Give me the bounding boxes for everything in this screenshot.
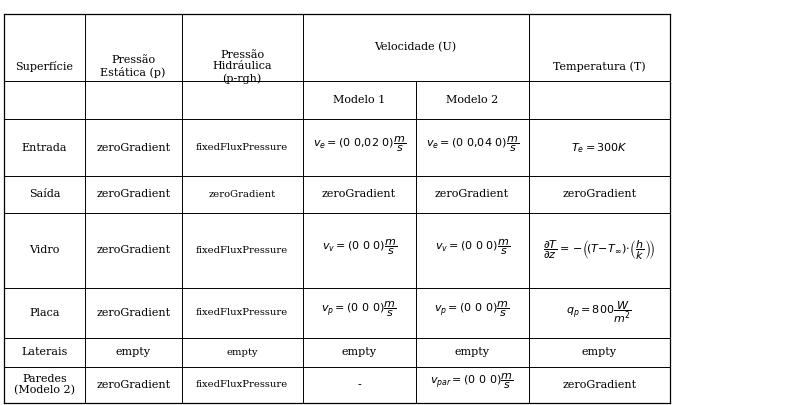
Text: $v_v=(0\ 0\ 0)\dfrac{m}{s}$: $v_v=(0\ 0\ 0)\dfrac{m}{s}$ [434,237,510,257]
Text: $v_e=(0\ 0{,}04\ 0)\dfrac{m}{s}$: $v_e=(0\ 0{,}04\ 0)\dfrac{m}{s}$ [425,135,519,154]
Text: $v_p=(0\ 0\ 0)\dfrac{m}{s}$: $v_p=(0\ 0\ 0)\dfrac{m}{s}$ [434,300,510,320]
Text: empty: empty [226,348,258,357]
Text: $v_v=(0\ 0\ 0)\dfrac{m}{s}$: $v_v=(0\ 0\ 0)\dfrac{m}{s}$ [321,237,397,257]
Text: zeroGradient: zeroGradient [562,380,636,390]
Text: empty: empty [454,347,490,357]
Text: empty: empty [582,347,617,357]
Text: Entrada: Entrada [22,143,67,153]
Text: zeroGradient: zeroGradient [96,190,170,199]
Text: empty: empty [115,347,151,357]
Text: zeroGradient: zeroGradient [435,190,509,199]
Text: fixedFluxPressure: fixedFluxPressure [196,308,288,318]
Text: $v_e=(0\ 0{,}02\ 0)\dfrac{m}{s}$: $v_e=(0\ 0{,}02\ 0)\dfrac{m}{s}$ [312,135,406,154]
Text: Velocidade (U): Velocidade (U) [374,43,457,53]
Text: Pressão
Estática (p): Pressão Estática (p) [100,55,166,78]
Text: fixedFluxPressure: fixedFluxPressure [196,380,288,389]
Text: -: - [358,380,361,390]
Text: zeroGradient: zeroGradient [96,380,170,390]
Text: empty: empty [341,347,377,357]
Text: zeroGradient: zeroGradient [208,190,276,199]
Text: Laterais: Laterais [21,347,68,357]
Text: zeroGradient: zeroGradient [322,190,396,199]
Text: Placa: Placa [29,308,60,318]
Text: Superfície: Superfície [15,61,73,72]
Text: zeroGradient: zeroGradient [96,245,170,255]
Text: Temperatura (T): Temperatura (T) [553,62,646,72]
Text: zeroGradient: zeroGradient [562,190,636,199]
Text: $\dfrac{\partial T}{\partial z}=-\!\left(\!(T\!-\!T_{\infty})\!\cdot\!\left(\dfr: $\dfrac{\partial T}{\partial z}=-\!\left… [543,239,655,262]
Text: Modelo 2: Modelo 2 [446,95,498,105]
Text: fixedFluxPressure: fixedFluxPressure [196,245,288,255]
Text: $v_p=(0\ 0\ 0)\dfrac{m}{s}$: $v_p=(0\ 0\ 0)\dfrac{m}{s}$ [321,300,397,320]
Text: zeroGradient: zeroGradient [96,308,170,318]
Text: Modelo 1: Modelo 1 [333,95,385,105]
Text: Paredes
(Modelo 2): Paredes (Modelo 2) [14,374,75,396]
Text: $T_e=300K$: $T_e=300K$ [571,141,628,155]
Text: fixedFluxPressure: fixedFluxPressure [196,143,288,152]
Text: Vidro: Vidro [29,245,60,255]
Text: Saída: Saída [28,190,61,199]
Text: zeroGradient: zeroGradient [96,143,170,153]
Text: $q_p=800\dfrac{W}{m^2}$: $q_p=800\dfrac{W}{m^2}$ [567,300,632,326]
Text: $v_{par}=(0\ 0\ 0)\dfrac{m}{s}$: $v_{par}=(0\ 0\ 0)\dfrac{m}{s}$ [430,372,514,391]
Text: Pressão
Hidráulica
(p-rgh): Pressão Hidráulica (p-rgh) [212,50,272,84]
